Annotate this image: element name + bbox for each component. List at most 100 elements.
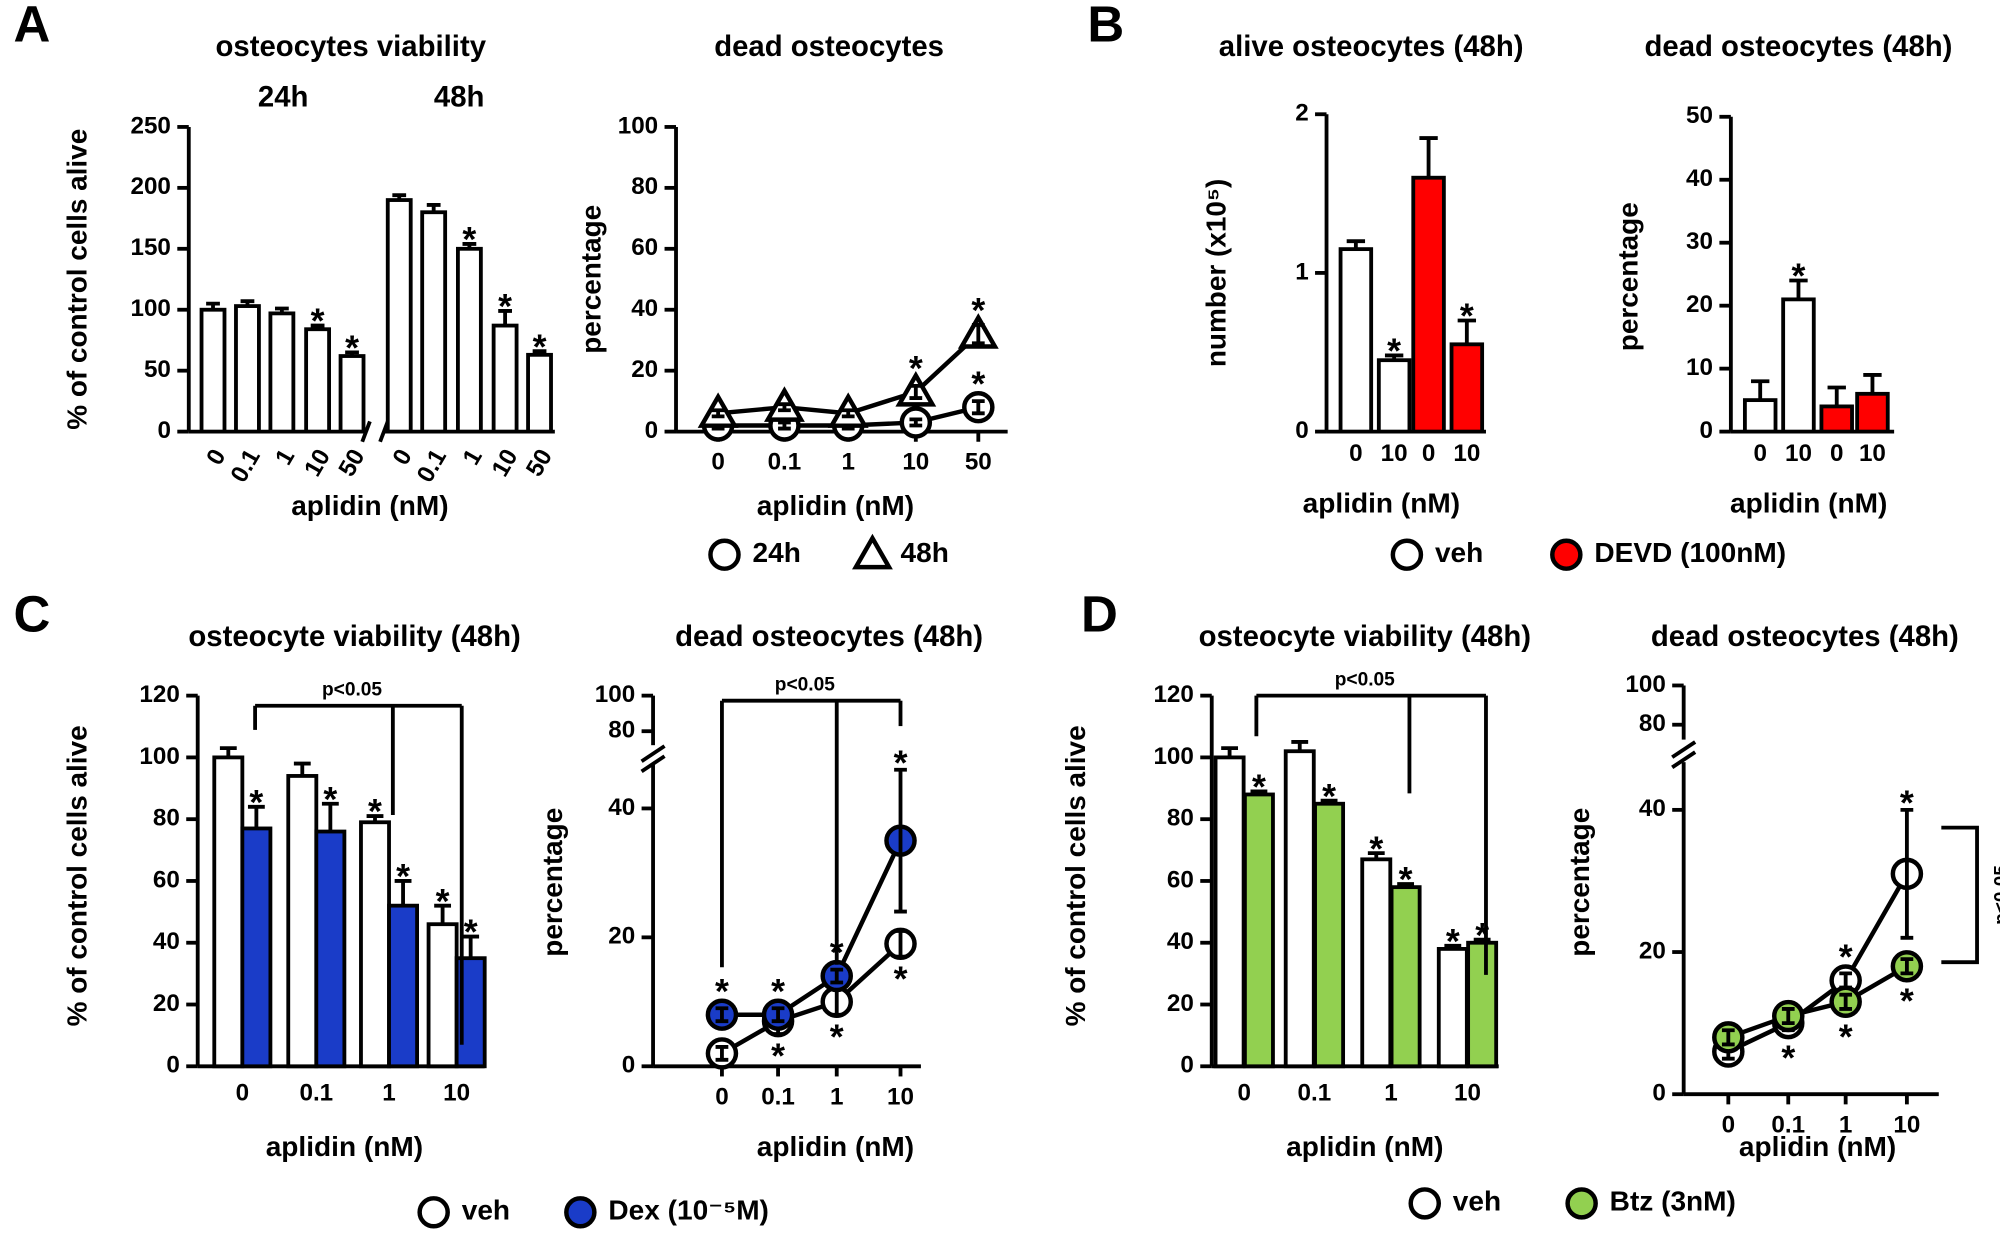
y-tick-label: 40 [153, 928, 180, 955]
error-bar [1789, 278, 1808, 300]
significance-star: * [909, 349, 923, 389]
bar [1466, 940, 1499, 1069]
error-bar [1320, 798, 1338, 804]
axis-break-mark [360, 420, 372, 443]
legend-marker [1390, 538, 1424, 571]
x-axis-label: aplidin (nM) [1739, 1131, 1896, 1162]
y-tick-label: 40 [631, 295, 658, 322]
error-bar [1346, 239, 1366, 250]
significance-star: * [1839, 937, 1853, 977]
error-bar [345, 350, 359, 357]
error-bar [971, 323, 985, 346]
error-bar [841, 408, 855, 419]
bar [455, 246, 483, 434]
x-tick-label: 1 [830, 1083, 843, 1110]
y-tick-label: 80 [1639, 710, 1666, 737]
bar [1338, 247, 1374, 434]
error-bar [1863, 373, 1882, 394]
error-bar [778, 420, 791, 431]
y-axis-label: % of control cells alive [61, 129, 92, 430]
y-axis-label: percentage [575, 205, 606, 354]
error-bar [462, 242, 477, 249]
y-tick-label: 10 [1686, 354, 1713, 381]
error-bar [392, 193, 407, 201]
y-tick-label: 0 [1180, 1052, 1193, 1079]
bar [385, 198, 413, 434]
x-tick-label: 0 [715, 1083, 728, 1110]
y-axis-label: percentage [1564, 808, 1595, 957]
bar [234, 304, 261, 434]
x-tick-label: 10 [902, 449, 929, 476]
y-tick-label: 250 [131, 112, 171, 139]
error-bar [771, 1006, 785, 1024]
panel-letter: A [13, 0, 50, 52]
significance-star: * [771, 971, 785, 1011]
y-tick-label: 40 [1639, 795, 1666, 822]
bar [1360, 857, 1393, 1069]
y-tick-label: 40 [608, 794, 635, 821]
legend-marker [564, 1196, 597, 1229]
x-tick-label: 1 [1384, 1080, 1397, 1107]
bracket-label: p<0.05 [775, 675, 835, 696]
error-bar [274, 306, 289, 314]
y-tick-label: 50 [144, 356, 171, 383]
bar [1742, 398, 1778, 434]
x-axis-label: aplidin (nM) [266, 1131, 423, 1162]
error-bar [394, 879, 412, 906]
y-axis-label: % of control cells alive [61, 725, 92, 1026]
y-tick-label: 80 [608, 717, 635, 744]
error-bar [1397, 882, 1415, 888]
group-label: 24h [258, 82, 309, 114]
panel-letter: B [1087, 0, 1124, 52]
x-tick-label: 1 [841, 449, 854, 476]
legend-marker [852, 533, 893, 570]
significance-star: * [249, 783, 263, 823]
error-bar [310, 323, 325, 330]
error-bar [462, 934, 480, 959]
bar [1283, 749, 1316, 1069]
y-tick-label: 100 [131, 295, 171, 322]
significance-star: * [1322, 776, 1336, 816]
y-tick-label: 100 [618, 112, 658, 139]
error-bar [1419, 136, 1438, 178]
panel-letter: C [13, 586, 50, 643]
x-tick-label: 10 [1454, 1080, 1481, 1107]
bar [314, 829, 347, 1069]
series-line [1727, 872, 1909, 1054]
x-axis-label: aplidin (nM) [1730, 488, 1887, 519]
legend-marker [708, 538, 741, 571]
significance-star: * [1446, 922, 1460, 962]
error-bar [894, 767, 907, 914]
legend-marker [417, 1196, 450, 1229]
error-bar [532, 349, 547, 355]
error-bar [206, 301, 220, 310]
significance-star: * [533, 327, 547, 367]
y-tick-label: 0 [166, 1052, 179, 1079]
significance-star: * [894, 959, 908, 999]
significance-star: * [464, 912, 478, 952]
bar [1313, 801, 1346, 1069]
bar [1436, 947, 1469, 1069]
y-tick-label: 100 [139, 743, 179, 770]
chart-title: osteocytes viability [216, 31, 487, 63]
y-tick-label: 0 [1295, 417, 1308, 444]
chart-title: alive osteocytes (48h) [1219, 31, 1524, 63]
chart-title: osteocyte viability (48h) [188, 621, 520, 653]
legend-label: Dex (10⁻⁵M) [608, 1195, 768, 1226]
y-tick-label: 20 [1167, 990, 1194, 1017]
bracket-label: p<0.05 [1335, 669, 1395, 690]
x-tick-label: 10 [1859, 440, 1886, 467]
y-tick-label: 80 [631, 173, 658, 200]
error-bar [830, 967, 844, 985]
chart-title: dead osteocytes [714, 31, 944, 63]
bar [304, 327, 331, 434]
error-bar [1781, 1007, 1795, 1026]
y-tick-label: 20 [153, 990, 180, 1017]
y-tick-label: 100 [595, 681, 635, 708]
legend-label: veh [462, 1195, 510, 1226]
panel-letter: D [1081, 586, 1118, 643]
legend-marker [1408, 1187, 1442, 1220]
